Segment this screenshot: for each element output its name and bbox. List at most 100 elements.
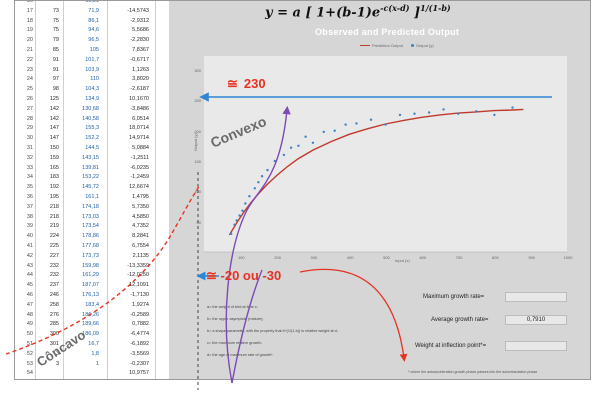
x-tick-label: 700 (455, 255, 463, 260)
table-row: 39 219 173,54 4,7352 (15, 222, 169, 231)
observed-point (244, 202, 247, 205)
table-cell: 48 (26, 311, 33, 318)
table-cell: 8,2841 (132, 233, 149, 240)
footnote-arrow (299, 268, 408, 362)
observed-point (456, 112, 460, 115)
table-cell: 173,73 (82, 252, 99, 259)
inflection-annotation: ≅ -20 ou -30 (206, 268, 281, 284)
table-cell: 142 (49, 105, 59, 112)
table-cell: 285 (49, 321, 59, 328)
table-cell: 155,3 (85, 125, 99, 132)
table-cell: 219 (49, 223, 59, 230)
table-cell: 18,0714 (129, 125, 149, 132)
observed-point (384, 123, 387, 126)
table-cell: 12,1091 (129, 282, 149, 289)
legend-dot-swatch (410, 44, 414, 48)
table-row: 40 224 178,86 8,2841 (15, 232, 169, 241)
table-row: 27 142 130,68 -3,8486 (15, 105, 169, 114)
x-tick-label: 900 (528, 255, 536, 260)
table-cell: 142 (49, 115, 59, 122)
chart-legend: Prediction Output Output (y) (360, 43, 434, 48)
table-cell: 96,5 (88, 37, 99, 44)
table-row: 47 258 183,4 1,9274 (15, 301, 169, 310)
observed-point (230, 232, 233, 235)
inflection-weight-field[interactable] (505, 341, 567, 351)
note-line: c= the maximum relative growth; (207, 341, 262, 345)
table-cell: 6,7554 (132, 243, 149, 249)
table-cell: -1,7130 (130, 292, 149, 298)
table-cell: 21 (26, 47, 33, 53)
parameter-notes: a= the weight of bird at time x; b= the … (207, 301, 467, 361)
table-cell: 105 (89, 47, 99, 53)
table-cell: 79 (52, 37, 59, 44)
max-growth-field[interactable] (505, 292, 567, 302)
table-row: 19 75 94,6 5,5686 (15, 26, 169, 35)
x-tick-label: 100 (237, 255, 245, 260)
legend-predicted: Prediction Output (372, 43, 403, 48)
table-cell: 24 (26, 76, 33, 83)
table-cell: 145,72 (82, 184, 99, 191)
table-cell: 227 (49, 252, 59, 259)
table-cell: -2,9312 (130, 17, 149, 24)
table-cell: 17 (26, 7, 33, 14)
table-cell: 25 (26, 86, 33, 93)
table-cell: 258 (49, 301, 59, 308)
table-cell: 159,98 (82, 262, 99, 269)
x-tick-label: 600 (419, 255, 427, 260)
inflection-weight-label: Weight at inflection point*= (415, 343, 487, 349)
table-cell: 75 (52, 27, 59, 34)
table-cell: 177,68 (82, 243, 99, 249)
table-cell: 237 (49, 282, 59, 289)
observed-point (369, 118, 373, 121)
table-cell: 232 (49, 272, 59, 279)
observed-point (235, 219, 238, 222)
table-cell: 53 (26, 360, 33, 367)
table-cell: 85 (52, 47, 59, 53)
table-cell: 176,13 (82, 292, 99, 298)
x-tick-label: 400 (346, 255, 354, 260)
observed-point (248, 195, 251, 198)
y-tick-label: 150 (194, 159, 201, 164)
table-cell: 43 (26, 262, 33, 269)
table-cell: 75 (52, 17, 59, 24)
table-cell: 71,9 (88, 7, 99, 14)
table-cell: 218 (49, 213, 59, 220)
table-cell: 5,7350 (132, 203, 149, 210)
table-cell: 125 (49, 96, 59, 102)
table-cell: 1,8 (91, 350, 99, 357)
table-cell: 165 (49, 164, 59, 171)
x-tick-label: 800 (492, 255, 499, 260)
table-row: 42 227 173,73 2,1135 (15, 252, 169, 261)
table-cell: 161,1 (85, 194, 99, 200)
table-cell: 12,6674 (129, 184, 149, 191)
table-cell: 140,58 (82, 115, 99, 122)
avg-growth-field[interactable]: 0,7910 (505, 315, 567, 325)
table-row: 44 232 161,29 -12,0250 (15, 271, 169, 280)
observed-point (289, 146, 293, 149)
table-cell: 1 (95, 360, 99, 367)
table-cell: -6,0235 (130, 164, 149, 171)
observed-point (304, 135, 307, 138)
table-cell: 6,0514 (132, 115, 149, 122)
table-cell: 28 (26, 115, 33, 122)
column-divider (155, 1, 156, 379)
table-cell: 173,54 (82, 223, 99, 230)
table-cell: -2,2830 (130, 37, 149, 44)
table-cell: 232 (49, 262, 59, 269)
table-cell: 54 (26, 370, 33, 377)
observed-point (475, 110, 478, 113)
table-cell: 97 (52, 76, 59, 83)
table-cell: 49 (26, 321, 33, 328)
table-cell: -0,2307 (130, 360, 149, 367)
table-cell: 147 (49, 125, 59, 132)
table-cell: 1,9274 (132, 301, 149, 308)
table-cell: 1,1263 (132, 66, 149, 73)
table-cell: 10,9757 (129, 370, 149, 377)
table-row: 49 285 189,66 0,7882 (15, 320, 169, 329)
table-cell: -2,6187 (130, 86, 149, 93)
table-cell: 139,81 (82, 164, 99, 171)
table-cell: 276 (49, 311, 59, 318)
table-cell: 3 (55, 360, 59, 367)
table-cell: -0,2589 (130, 311, 149, 318)
